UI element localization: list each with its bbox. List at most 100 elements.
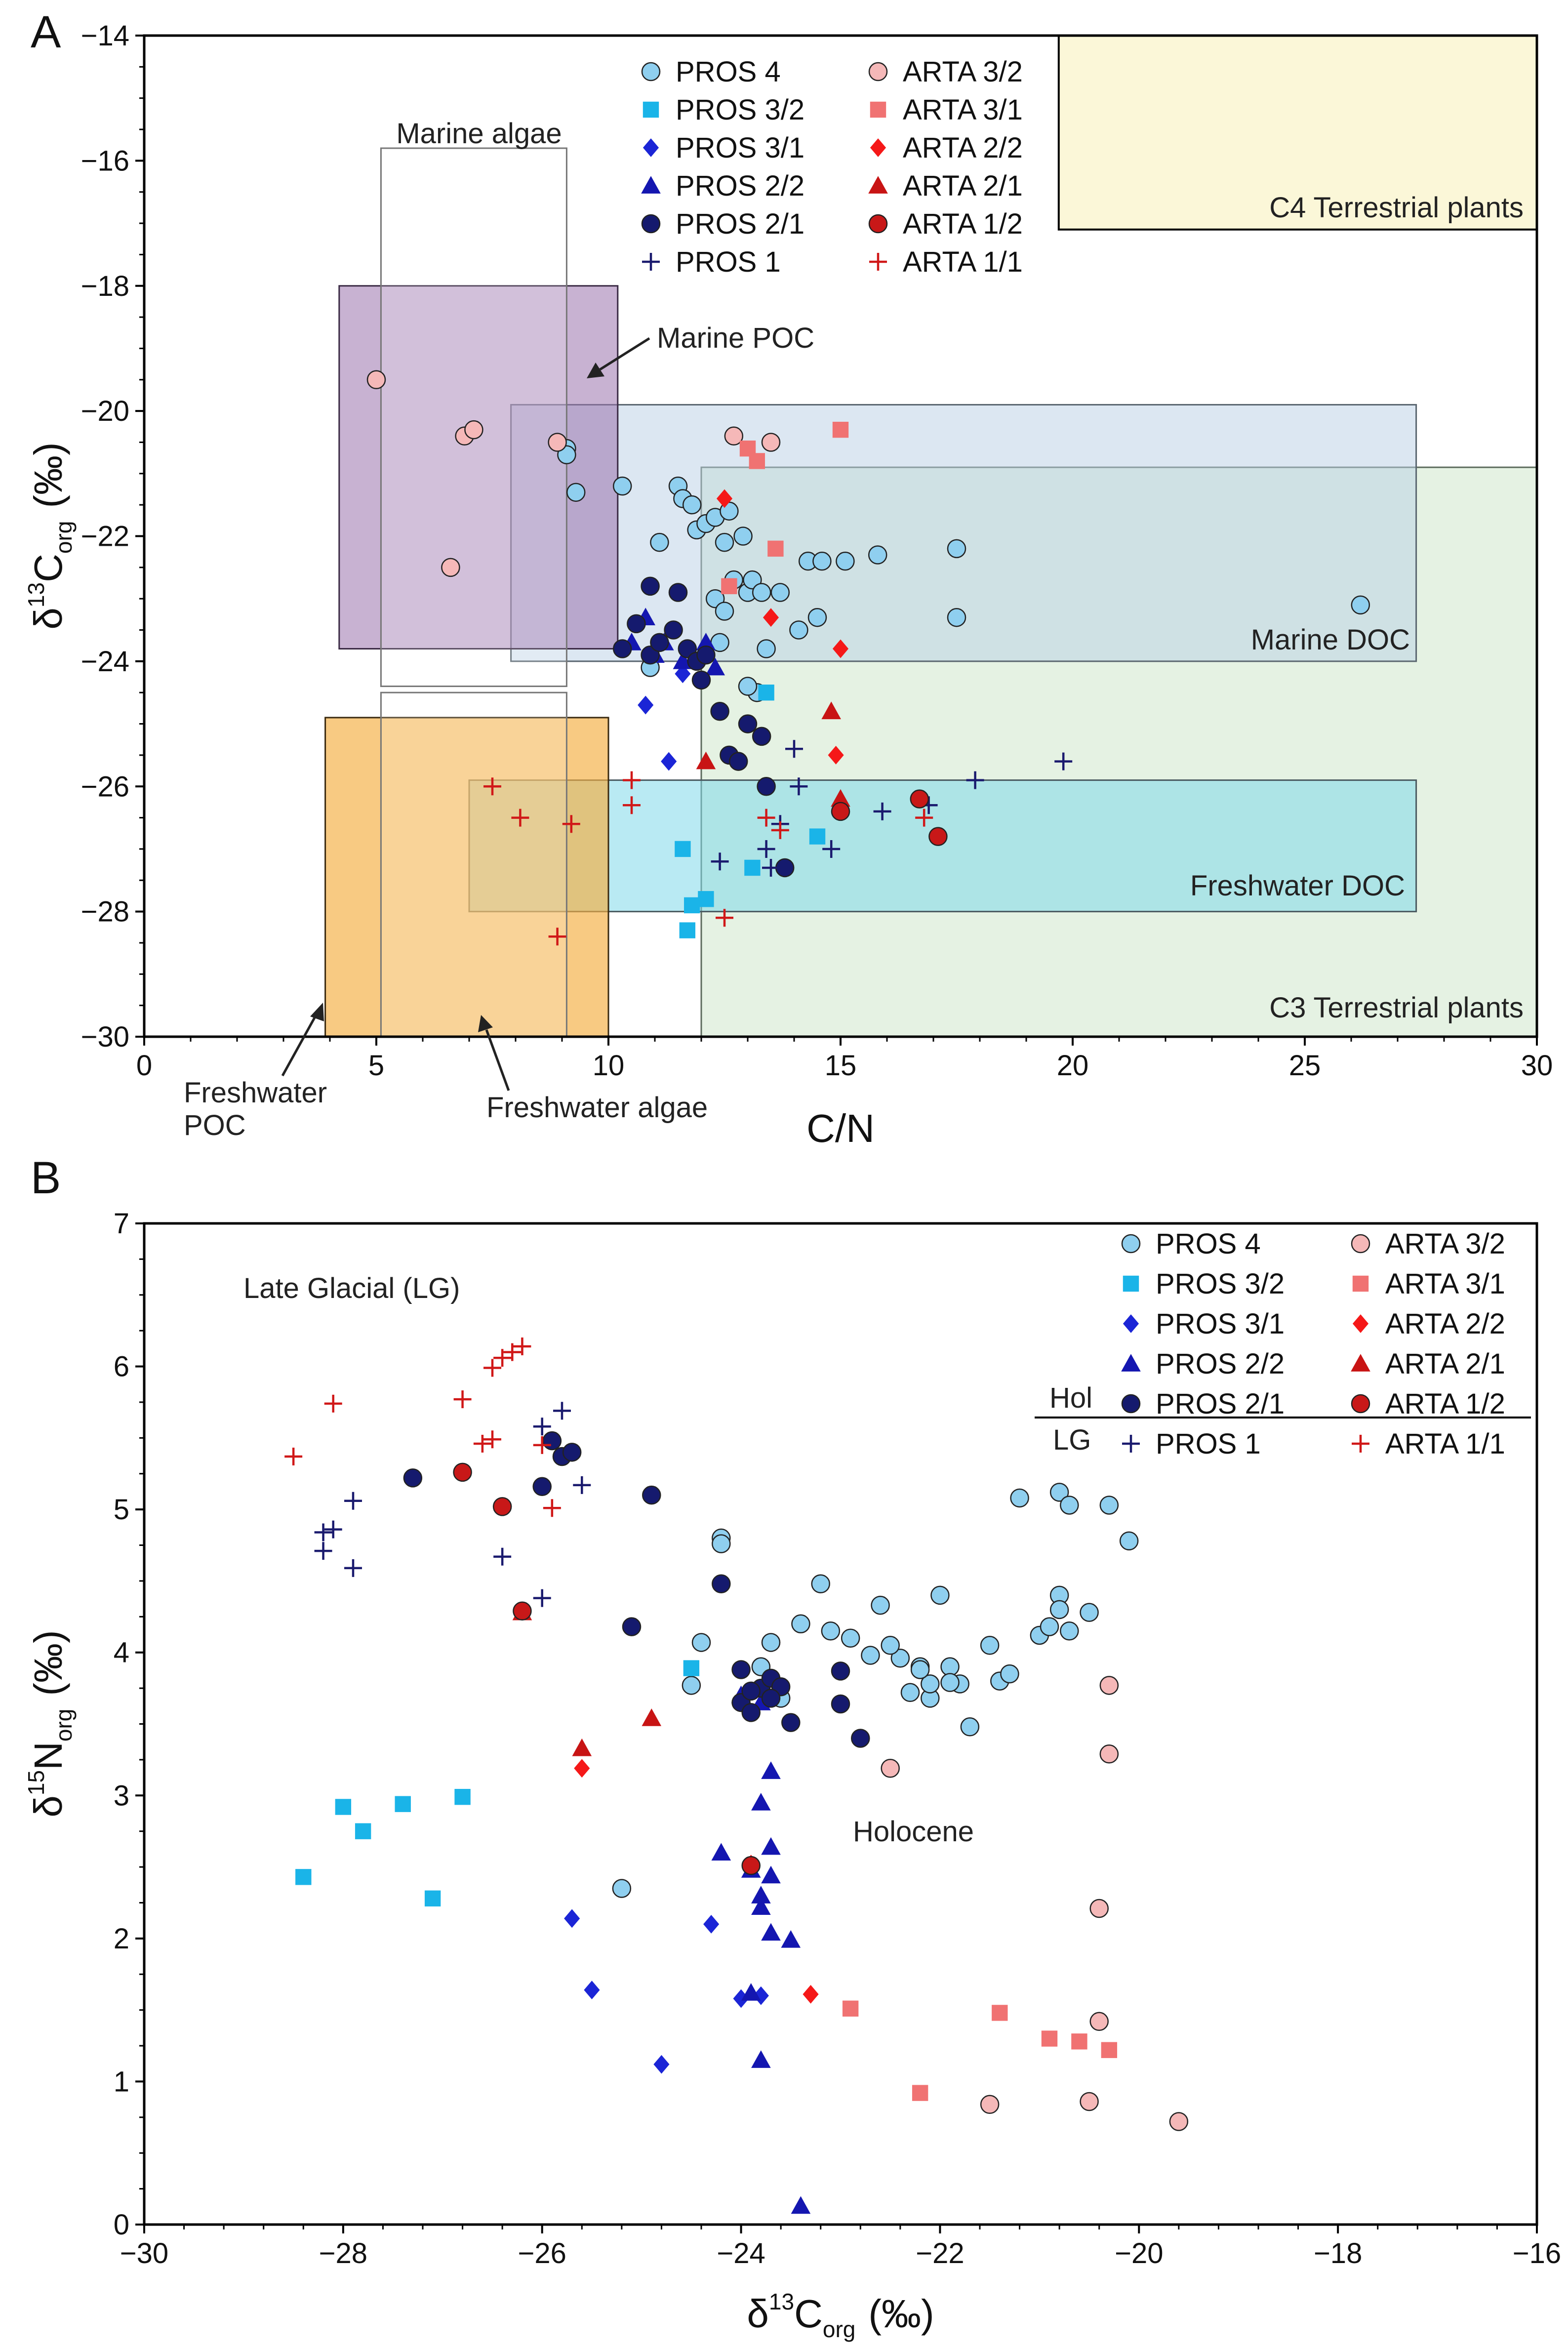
- panel-a-legend-label-arta-3-1: ARTA 3/1: [903, 94, 1023, 126]
- panel-b-legend-entry-pros-4: PROS 4: [1121, 1228, 1261, 1260]
- panel-a-legend-entry-arta-3-2: ARTA 3/2: [868, 56, 1023, 88]
- panel-a-point-arta-3-2: [441, 558, 460, 577]
- panel-a-label: A: [31, 7, 61, 57]
- panel-b-legend-label-pros-1: PROS 1: [1156, 1428, 1261, 1460]
- freshwater-poc-arrow: [281, 1014, 318, 1077]
- panel-a-y-tick-label: −16: [81, 145, 129, 177]
- panel-a-series-arta-3-1: [721, 421, 849, 595]
- panel-a-legend-label-arta-2-1: ARTA 2/1: [903, 170, 1023, 202]
- panel-b-point-arta-1-1: [453, 1390, 472, 1409]
- panel-a-point-arta-1-1: [483, 777, 501, 796]
- panel-b-point-arta-1-2: [453, 1462, 472, 1482]
- panel-b-point-pros-4: [1099, 1496, 1119, 1515]
- panel-a-legend-entry-pros-2-2: PROS 2/2: [641, 170, 804, 202]
- panel-b-point-pros-2-1: [622, 1617, 642, 1636]
- panel-a-point-pros-4: [789, 620, 808, 640]
- panel-b-point-pros-4: [910, 1660, 930, 1679]
- panel-b-point-pros-3-1: [733, 1989, 749, 2008]
- panel-b-point-pros-2-2: [761, 1865, 781, 1884]
- panel-a-point-pros-3-2: [809, 828, 826, 845]
- panel-b-point-pros-2-1: [712, 1574, 731, 1593]
- panel-b-legend-marker-arta-1-1: [1352, 1435, 1369, 1453]
- panel-b-legend-label-arta-2-1: ARTA 2/1: [1385, 1348, 1505, 1380]
- panel-a-series-pros-3-2: [675, 685, 826, 938]
- panel-b-point-arta-1-2: [513, 1601, 532, 1620]
- panel-a-x-tick-label: 5: [368, 1050, 384, 1082]
- panel-b-series-arta-2-2: [574, 1759, 819, 2004]
- panel-b-point-arta-3-1: [1101, 2042, 1118, 2058]
- panel-a-series-arta-2-2: [716, 489, 849, 765]
- late-glacial-label: Late Glacial (LG): [243, 1272, 460, 1304]
- panel-a-point-pros-2-1: [641, 576, 660, 596]
- panel-b-point-pros-2-1: [562, 1443, 582, 1462]
- panel-b-point-pros-2-1: [403, 1468, 423, 1488]
- panel-b-legend-entry-arta-3-2: ARTA 3/2: [1351, 1228, 1505, 1260]
- panel-b-series-arta-1-2: [453, 1462, 761, 1875]
- panel-a-point-arta-3-2: [366, 370, 386, 390]
- panel-a-point-arta-1-2: [910, 789, 929, 809]
- region-label-c3-terrestrial-plants: C3 Terrestrial plants: [1269, 992, 1524, 1024]
- panel-b-series-pros-2-1: [403, 1431, 870, 1748]
- panel-b-legend-label-pros-2-1: PROS 2/1: [1156, 1388, 1285, 1420]
- panel-b-point-pros-4: [791, 1614, 810, 1634]
- panel-b-point-pros-4: [1080, 1603, 1099, 1622]
- panel-a-legend-entry-arta-1-2: ARTA 1/2: [868, 208, 1023, 240]
- panel-b-point-pros-4: [900, 1683, 920, 1702]
- panel-b-y-tick-label: 1: [114, 2066, 129, 2098]
- panel-a-legend-entry-pros-3-1: PROS 3/1: [643, 132, 804, 164]
- panel-b-point-pros-1: [344, 1559, 362, 1577]
- panel-b-point-pros-2-1: [542, 1431, 562, 1451]
- panel-a-x-tick-label: 25: [1289, 1050, 1321, 1082]
- panel-b-axes-frame: [143, 1222, 1538, 2226]
- panel-b-legend-label-arta-2-2: ARTA 2/2: [1385, 1308, 1505, 1340]
- panel-b-point-pros-2-1: [642, 1485, 661, 1505]
- panel-a-y-tick-label: −26: [81, 770, 129, 803]
- panel-a-legend-marker-pros-3-1: [643, 138, 659, 157]
- panel-b-point-pros-3-1: [584, 1981, 600, 2000]
- panel-b-point-pros-2-2: [751, 2050, 771, 2068]
- panel-b-point-pros-4: [1049, 1483, 1069, 1502]
- panel-b-point-arta-1-1: [324, 1394, 342, 1413]
- panel-b-point-arta-1-1: [483, 1430, 501, 1449]
- panel-b-point-arta-1-2: [741, 1856, 761, 1875]
- panel-b-y-tick-label: 2: [114, 1923, 129, 1955]
- panel-a-point-arta-2-1: [831, 789, 850, 807]
- freshwater-poc-arrowhead: [310, 1003, 324, 1021]
- panel-a-point-pros-1: [711, 852, 729, 871]
- panel-a-ylabel-unit: (‰): [26, 442, 70, 508]
- freshwater-algae-arrow: [485, 1029, 510, 1091]
- panel-b-point-pros-4: [861, 1646, 880, 1665]
- region-marine-poc: [338, 285, 619, 650]
- panel-a-ylabel-sup: 13: [23, 582, 49, 608]
- panel-a-point-arta-3-2: [761, 433, 781, 452]
- panel-b-ylabel-delta: δ: [26, 1795, 70, 1818]
- svg-text:δ15Norg(‰): δ15Norg (‰): [23, 1630, 77, 1817]
- panel-b-x-tick-label: −28: [319, 2237, 367, 2269]
- panel-b-legend-entry-arta-2-2: ARTA 2/2: [1352, 1308, 1505, 1340]
- panel-a-legend-label-pros-3-2: PROS 3/2: [676, 94, 804, 126]
- panel-a-legend-marker-pros-2-1: [641, 214, 661, 234]
- panel-a-point-pros-4: [612, 476, 632, 496]
- panel-a-legend-label-pros-3-1: PROS 3/1: [676, 132, 804, 164]
- panel-b-point-pros-4: [1040, 1617, 1059, 1636]
- panel-b-legend-marker-pros-1: [1122, 1435, 1140, 1453]
- panel-a-point-pros-4: [947, 608, 966, 627]
- panel-b-point-pros-3-1: [753, 1986, 769, 2005]
- panel-b-point-arta-3-2: [1080, 2092, 1099, 2111]
- panel-b-legend-label-pros-2-2: PROS 2/2: [1156, 1348, 1285, 1380]
- panel-b-point-arta-1-1: [284, 1448, 303, 1465]
- panel-b-point-arta-1-1: [513, 1337, 531, 1356]
- panel-b-point-arta-1-1: [533, 1436, 551, 1454]
- panel-b-xlabel-unit: (‰): [868, 2292, 934, 2336]
- panel-b-ylabel: δ15Norg (‰): [23, 1630, 77, 1817]
- panel-b-point-pros-2-2: [711, 1843, 731, 1861]
- panel-a-point-pros-2-1: [752, 727, 771, 746]
- panel-b-point-pros-3-2: [335, 1799, 352, 1815]
- lg-tag: LG: [1053, 1424, 1091, 1456]
- panel-b-legend-entry-arta-1-1: ARTA 1/1: [1352, 1428, 1505, 1460]
- panel-a-point-arta-3-2: [724, 426, 744, 446]
- panel-a-point-pros-2-1: [664, 620, 683, 640]
- panel-a-point-pros-1: [790, 777, 808, 796]
- panel-b-legend-entry-arta-3-1: ARTA 3/1: [1352, 1268, 1505, 1300]
